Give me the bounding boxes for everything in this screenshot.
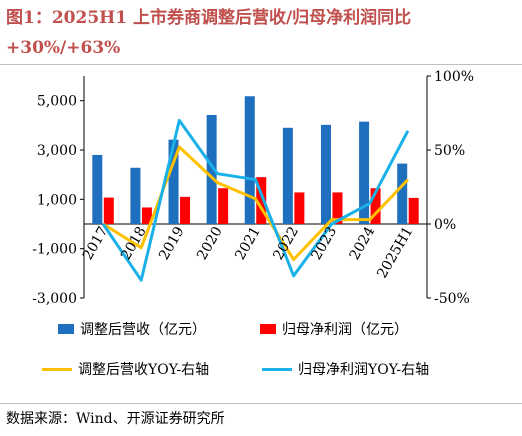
- legend-item-revenue-yoy: 调整后营收YOY-右轴: [42, 359, 209, 379]
- left-axis-tick-label: -1,000: [32, 242, 77, 258]
- chart-title-line2: +30%/+63%: [6, 38, 121, 58]
- legend-item-profit: 归母净利润（亿元）: [260, 319, 408, 339]
- legend-item-profit-yoy: 归母净利润YOY-右轴: [262, 359, 429, 379]
- source-note: 数据来源：Wind、开源证券研究所: [6, 411, 225, 427]
- legend-swatch-revenue-yoy: [42, 367, 72, 371]
- left-axis-tick-label: 1,000: [37, 192, 77, 208]
- bar-revenue: [359, 121, 370, 224]
- left-axis-tick-label: 5,000: [37, 94, 77, 110]
- bar-revenue: [130, 167, 141, 224]
- x-axis-category-label: 2023: [309, 224, 341, 263]
- bar-revenue: [320, 124, 331, 224]
- bar-profit: [103, 197, 114, 224]
- chart-legend: 调整后营收（亿元） 归母净利润（亿元） 调整后营收YOY-右轴 归母净利润YOY…: [0, 316, 522, 388]
- x-axis-category-label: 2024: [347, 224, 379, 263]
- bar-profit: [218, 188, 229, 224]
- legend-label-revenue: 调整后营收（亿元）: [80, 322, 206, 338]
- bar-profit: [370, 188, 381, 224]
- right-axis-tick-label: 100%: [434, 69, 474, 85]
- legend-label-revenue-yoy: 调整后营收YOY-右轴: [78, 362, 210, 378]
- right-axis-tick-label: -50%: [434, 291, 470, 307]
- bar-profit: [256, 177, 267, 224]
- legend-label-profit: 归母净利润（亿元）: [282, 322, 408, 338]
- x-axis-category-label: 2017: [80, 224, 112, 263]
- legend-swatch-revenue: [58, 324, 74, 334]
- right-axis-tick-label: 0%: [434, 217, 456, 233]
- bar-revenue: [168, 139, 179, 224]
- bar-revenue: [92, 154, 103, 224]
- legend-swatch-profit: [260, 324, 276, 334]
- legend-label-profit-yoy: 归母净利润YOY-右轴: [298, 362, 430, 378]
- x-axis-category-label: 2019: [156, 224, 188, 263]
- left-axis-tick-label: 3,000: [37, 143, 77, 159]
- x-axis-category-label: 2020: [194, 224, 226, 263]
- source-divider: [0, 403, 522, 404]
- bar-profit: [141, 207, 152, 224]
- x-axis-category-label: 2021: [232, 224, 264, 263]
- combo-chart: -3,000 -1,000 1,000 3,000 5,000 -50% 0% 50% 100%…: [32, 69, 474, 307]
- bar-profit: [180, 196, 191, 224]
- bar-revenue: [397, 163, 408, 224]
- bar-profit: [332, 192, 343, 224]
- title-divider: [0, 64, 522, 65]
- right-axis-tick-label: 50%: [434, 143, 465, 159]
- line-profit-yoy: [101, 118, 410, 282]
- bar-revenue: [282, 127, 293, 224]
- bar-profit: [408, 197, 419, 224]
- x-axis-category-label: 2018: [118, 224, 150, 263]
- x-axis-category-label: 2025H1: [374, 224, 416, 281]
- left-axis-tick-label: -3,000: [32, 291, 77, 307]
- legend-item-revenue: 调整后营收（亿元）: [58, 319, 206, 339]
- chart-title: 图1：2025H1 上市券商调整后营收/归母净利润同比 +30%/+63%: [6, 3, 516, 63]
- bar-revenue: [244, 96, 255, 224]
- legend-swatch-profit-yoy: [262, 367, 292, 371]
- line-revenue-yoy: [102, 145, 409, 261]
- chart-title-line1: 图1：2025H1 上市券商调整后营收/归母净利润同比: [6, 8, 412, 28]
- bar-revenue: [206, 114, 217, 224]
- bar-profit: [294, 192, 305, 224]
